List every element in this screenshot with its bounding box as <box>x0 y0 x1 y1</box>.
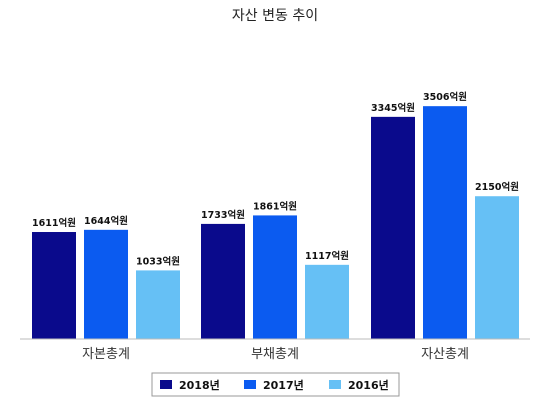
bar <box>136 270 180 339</box>
data-label: 1861억원 <box>253 200 297 212</box>
bars-group: 1611억원 1644억원 1033억원 1733억원 1861억원 1117억원 3345… <box>32 91 519 339</box>
data-label: 1733억원 <box>201 209 245 221</box>
legend-swatch <box>329 380 341 389</box>
bar <box>371 116 415 339</box>
bar <box>201 223 245 339</box>
legend-swatch <box>160 380 172 389</box>
bar <box>253 215 297 339</box>
bar <box>305 264 349 339</box>
data-label: 2150억원 <box>475 181 519 193</box>
data-label: 3345억원 <box>371 102 415 114</box>
legend-label: 2016년 <box>348 378 389 392</box>
bar <box>32 232 76 339</box>
data-label: 1644억원 <box>84 215 128 227</box>
legend-label: 2018년 <box>179 378 220 392</box>
legend-box <box>151 372 400 397</box>
category-labels: 자본총계 부채총계 자산총계 <box>82 347 469 362</box>
category-label: 자본총계 <box>82 347 130 362</box>
category-label: 자산총계 <box>421 347 469 362</box>
data-label: 1117억원 <box>305 250 349 262</box>
bar <box>475 196 519 339</box>
bar <box>423 106 467 339</box>
chart-title: 자산 변동 추이 <box>232 8 318 24</box>
legend-swatch <box>244 380 256 389</box>
bar <box>84 229 128 339</box>
legend-label: 2017년 <box>263 378 304 392</box>
data-label: 1611억원 <box>32 217 76 229</box>
category-label: 부채총계 <box>251 347 299 362</box>
data-label: 1033억원 <box>136 255 180 267</box>
legend: 2018년 2017년 2016년 <box>151 372 400 397</box>
data-label: 3506억원 <box>423 91 467 103</box>
